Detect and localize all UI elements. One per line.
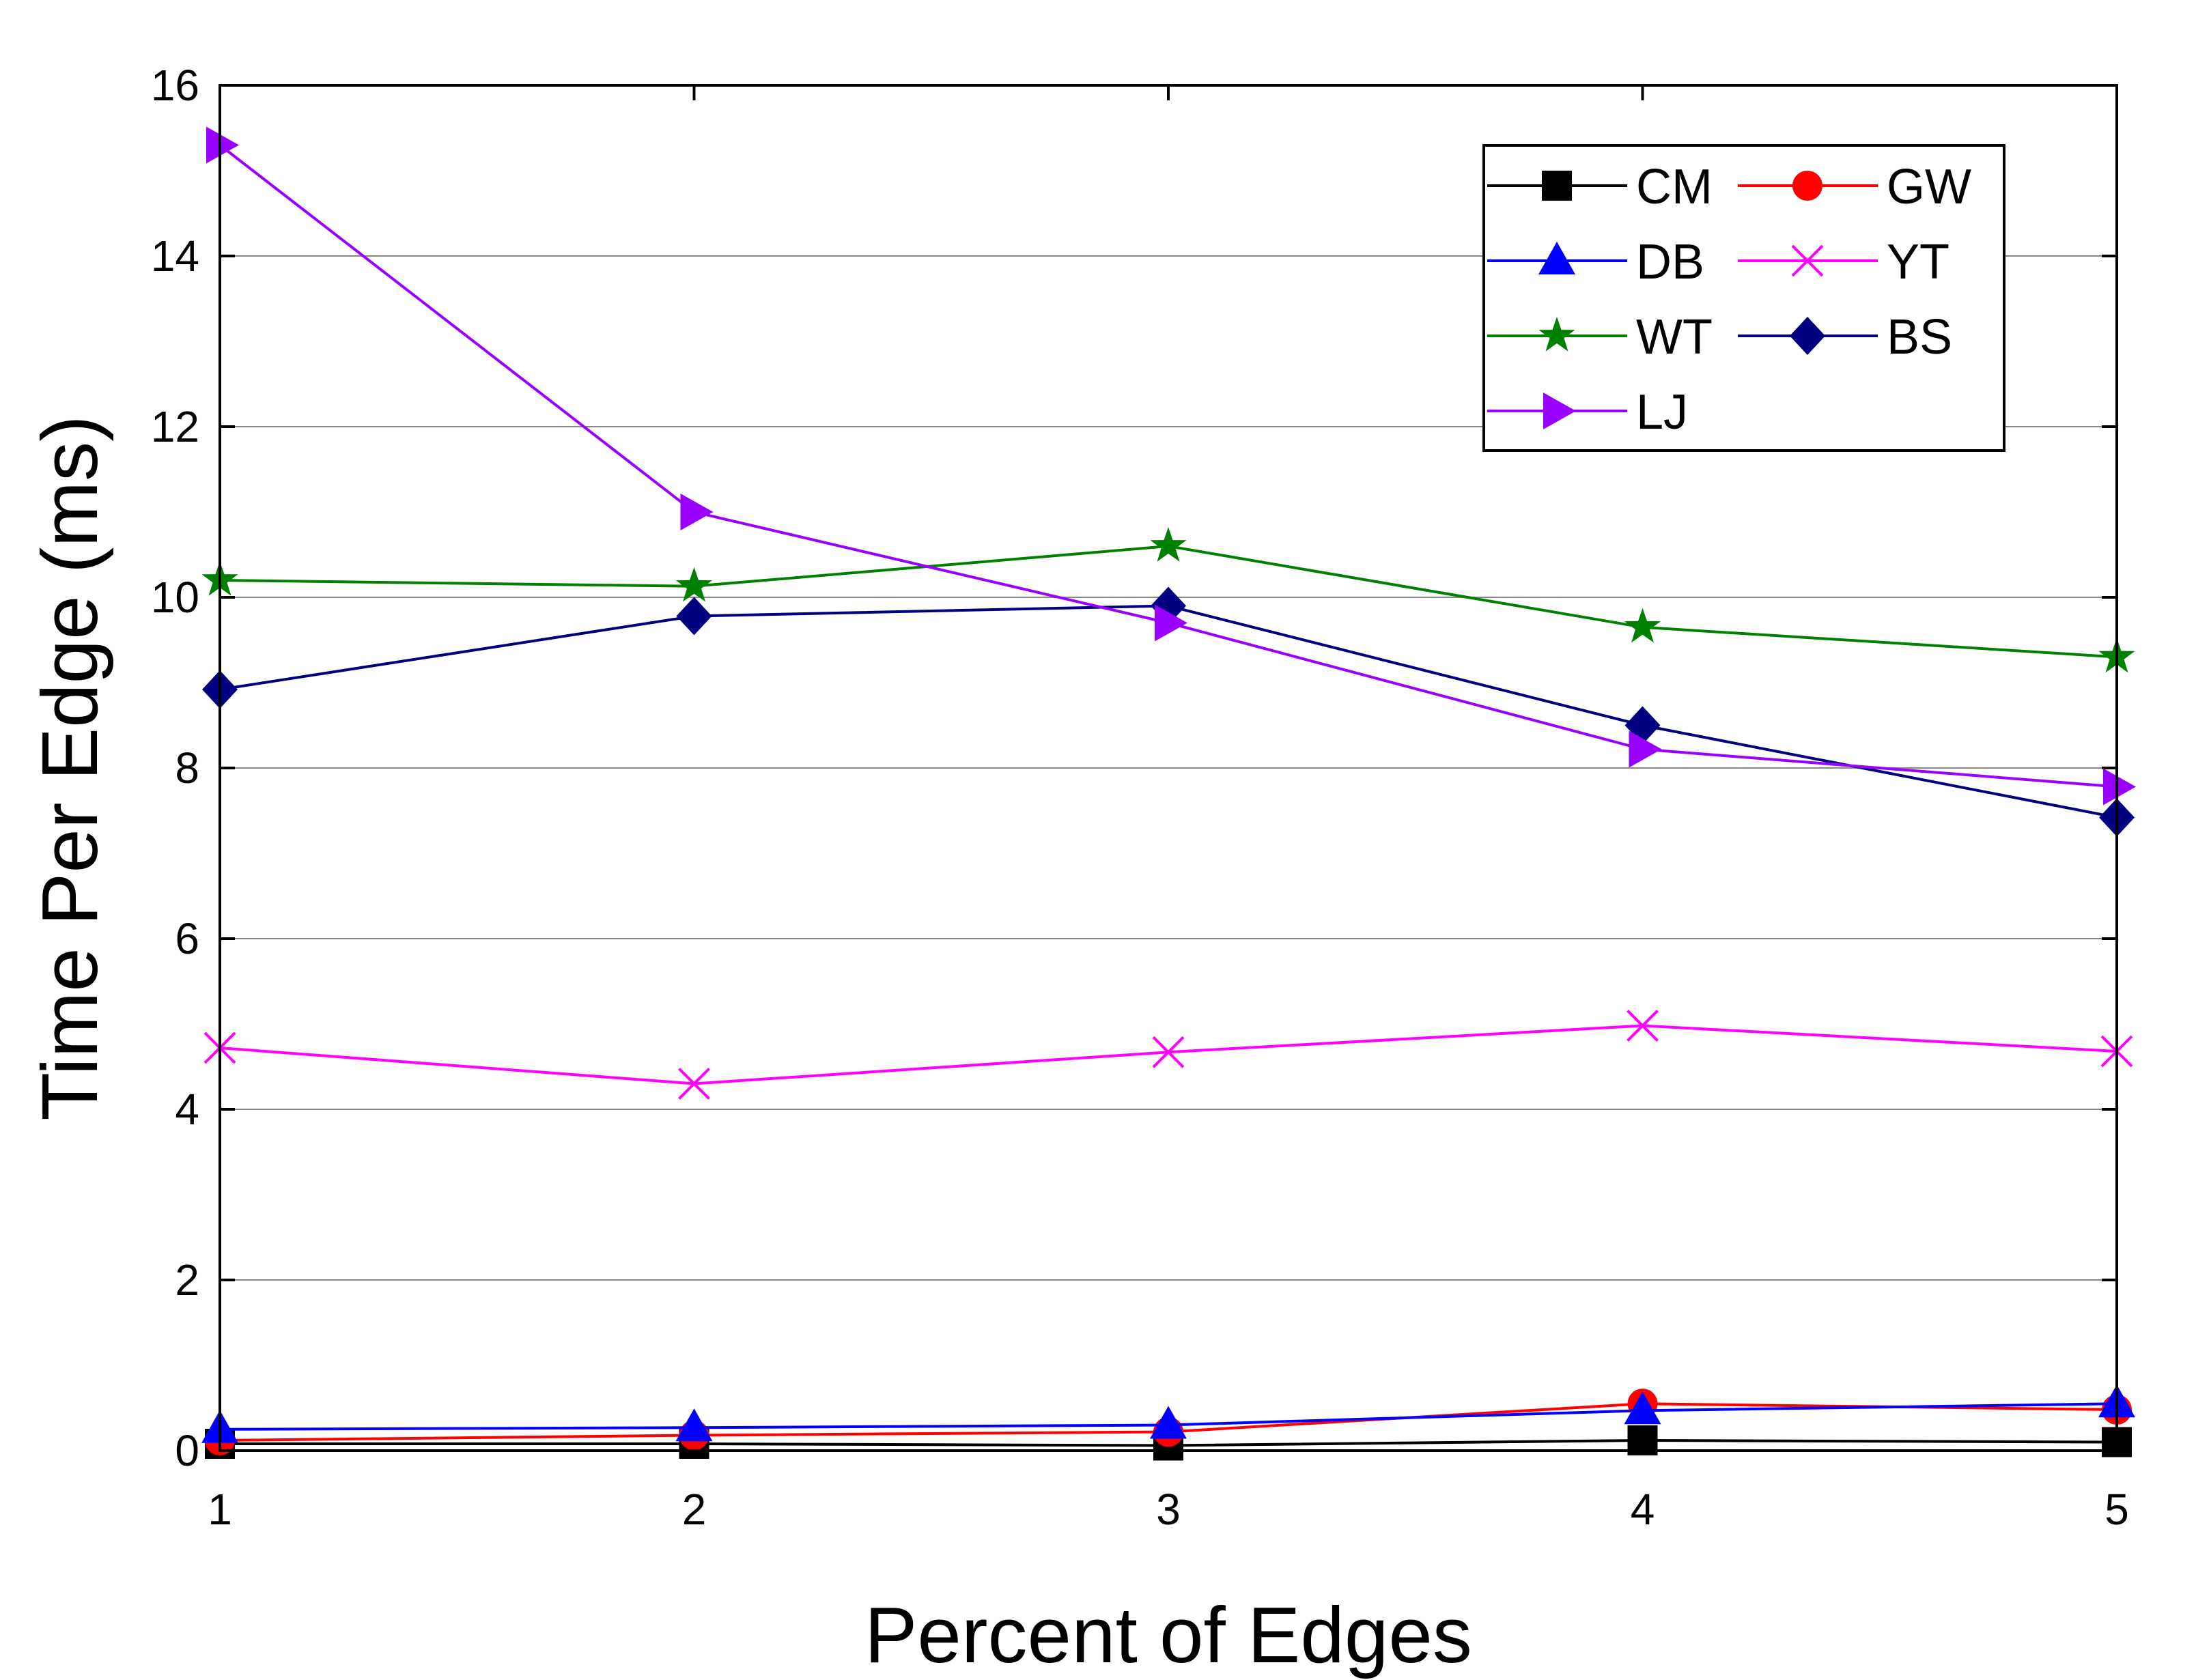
y-tick-label-8: 8 (175, 743, 199, 793)
y-axis-title: Time Per Edge (ms) (25, 415, 114, 1120)
data-point-lj-1 (206, 126, 239, 164)
legend-item-yt: YT (1738, 235, 1949, 289)
legend-item-cm: CM (1487, 160, 1713, 214)
data-point-lj-4 (1629, 730, 1662, 768)
data-point-lj-3 (1155, 604, 1187, 642)
data-point-bs-2 (676, 597, 712, 636)
series-db (201, 1384, 2135, 1443)
data-point-wt-3 (1150, 527, 1187, 562)
y-tick-label-4: 4 (175, 1085, 199, 1134)
series-line-bs (219, 604, 2117, 819)
data-point-lj-5 (2103, 768, 2136, 806)
data-point-db-4 (1624, 1391, 1661, 1425)
series-lj (206, 126, 2136, 806)
legend-item-db: DB (1487, 235, 1704, 289)
plot-area-frame (219, 84, 2118, 1452)
legend-label-yt: YT (1887, 235, 1949, 289)
legend-label-lj: LJ (1636, 385, 1688, 440)
data-point-wt-2 (675, 567, 713, 602)
legend-label-db: DB (1636, 235, 1704, 289)
data-point-wt-4 (1624, 608, 1661, 643)
y-tick-label-0: 0 (175, 1426, 199, 1475)
x-tick-label-2: 2 (682, 1485, 707, 1534)
y-tick-label-14: 14 (151, 231, 199, 281)
legend-marker-yt (1791, 244, 1824, 277)
legend: CM GW DB YT WT BS LJ (1482, 144, 2005, 452)
legend-item-wt: WT (1487, 310, 1713, 365)
series-yt (203, 1010, 2133, 1100)
x-tick-label-5: 5 (2104, 1485, 2129, 1534)
data-point-yt-2 (678, 1068, 710, 1100)
y-tick-label-16: 16 (151, 61, 199, 110)
data-point-db-3 (1150, 1406, 1187, 1439)
series-line-yt (219, 1024, 2117, 1085)
legend-marker-lj (1543, 393, 1576, 429)
legend-label-cm: CM (1636, 160, 1713, 214)
legend-item-gw: GW (1738, 160, 1971, 214)
y-tick-label-2: 2 (175, 1255, 199, 1305)
data-point-db-2 (675, 1408, 713, 1442)
y-tick-label-12: 12 (151, 402, 199, 451)
data-point-lj-2 (680, 494, 714, 530)
legend-label-bs: BS (1887, 310, 1952, 365)
legend-label-wt: WT (1636, 310, 1713, 365)
legend-marker-db (1538, 242, 1575, 274)
legend-item-lj: LJ (1487, 385, 1688, 440)
x-axis-title: Percent of Edges (864, 1591, 1472, 1679)
legend-marker-cm (1542, 171, 1572, 201)
data-point-yt-4 (1627, 1010, 1659, 1042)
legend-marker-bs (1790, 317, 1825, 355)
legend-marker-gw (1792, 171, 1822, 201)
y-axis-ticks: 0 2 4 6 8 10 12 14 16 (151, 61, 2117, 1475)
x-tick-label-3: 3 (1156, 1485, 1181, 1534)
data-point-yt-3 (1152, 1036, 1185, 1068)
legend-item-bs: BS (1738, 310, 1952, 365)
x-axis-ticks: 1 2 3 4 5 (208, 85, 2129, 1534)
x-tick-label-1: 1 (208, 1485, 232, 1534)
legend-marker-wt (1538, 317, 1575, 352)
legend-label-gw: GW (1887, 160, 1971, 214)
y-tick-label-10: 10 (151, 573, 199, 622)
x-tick-label-4: 4 (1631, 1485, 1655, 1534)
y-tick-label-6: 6 (175, 914, 199, 963)
